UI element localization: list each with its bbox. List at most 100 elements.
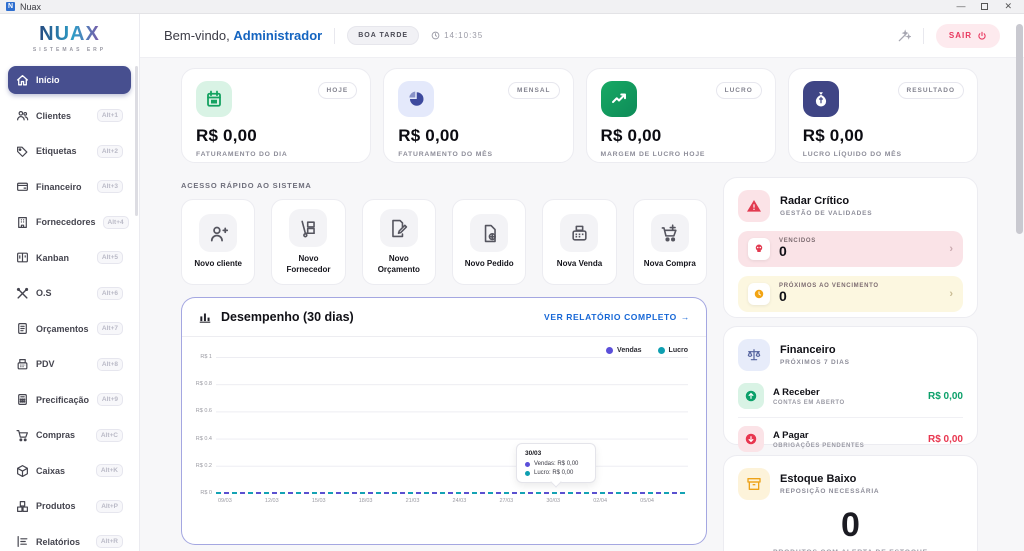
quick-novo-fornecedor-button[interactable]: Novo Fornecedor xyxy=(271,199,346,285)
tooltip-text: Lucro: R$ 0,00 xyxy=(534,470,574,476)
sidebar-item-financeiro[interactable]: Financeiro Alt+3 xyxy=(8,173,131,201)
quick-label: Novo Pedido xyxy=(464,259,514,269)
logo-text: NUAX xyxy=(39,22,100,45)
window-scrollbar[interactable] xyxy=(1016,24,1023,234)
sidebar-item-label: Financeiro xyxy=(36,181,82,192)
building-icon xyxy=(16,216,29,229)
close-button[interactable]: ✕ xyxy=(1004,1,1012,11)
sidebar-item-orcamentos[interactable]: Orçamentos Alt+7 xyxy=(8,315,131,343)
warning-triangle-icon xyxy=(738,190,770,222)
stat-value: R$ 0,00 xyxy=(196,126,257,145)
stat-badge: LUCRO xyxy=(715,82,762,99)
tooltip-row: Vendas: R$ 0,00 xyxy=(525,461,587,467)
estoque-baixo-card: Estoque Baixo REPOSIÇÃO NECESSÁRIA 0 PRO… xyxy=(723,455,978,551)
stat-card-lucro-liquido: RESULTADO R$ 0,00 LUCRO LÍQUIDO DO MÊS xyxy=(787,68,978,163)
window-titlebar: N Nuax — ✕ xyxy=(0,0,1024,14)
tags-icon xyxy=(16,145,29,158)
sidebar-scrollbar[interactable] xyxy=(135,66,138,216)
pos-terminal-icon xyxy=(16,358,29,371)
document-pen-icon xyxy=(379,209,418,248)
sidebar-item-label: Compras xyxy=(36,430,76,440)
magic-wand-icon[interactable] xyxy=(897,28,911,43)
sidebar-item-compras[interactable]: Compras Alt+C xyxy=(8,421,131,449)
logo-subtitle: SISTEMAS ERP xyxy=(32,46,107,53)
quick-novo-orcamento-button[interactable]: Novo Orçamento xyxy=(361,199,436,285)
trending-up-icon xyxy=(600,81,637,117)
quick-nova-compra-button[interactable]: Nova Compra xyxy=(632,199,707,285)
sidebar-item-produtos[interactable]: Produtos Alt+P xyxy=(8,492,131,520)
y-tick: R$ 0.8 xyxy=(195,381,212,388)
x-tick: 02/04 xyxy=(593,498,608,504)
x-axis: 09/03 12/03 15/03 18/03 21/03 24/03 27/0… xyxy=(216,493,688,504)
sidebar-item-os[interactable]: O.S Alt+6 xyxy=(8,279,131,307)
quick-access-title: ACESSO RÁPIDO AO SISTEMA xyxy=(181,181,312,190)
shortcut-badge: Alt+7 xyxy=(96,322,123,335)
sidebar-item-fornecedores[interactable]: Fornecedores Alt+4 xyxy=(8,208,131,236)
sidebar-item-etiquetas[interactable]: Etiquetas Alt+2 xyxy=(8,137,131,165)
quick-label: Novo cliente xyxy=(194,259,242,269)
sidebar-item-caixas[interactable]: Caixas Alt+K xyxy=(8,457,131,485)
performance-chart-card: Desempenho (30 dias) VER RELATÓRIO COMPL… xyxy=(181,297,707,545)
fin-row-value: R$ 0,00 xyxy=(927,390,963,402)
x-tick: 09/03 xyxy=(218,498,232,504)
sidebar-item-inicio[interactable]: Início xyxy=(8,66,131,94)
maximize-button[interactable] xyxy=(981,3,989,10)
alert-value: 0 xyxy=(779,288,787,305)
panel-subtitle: GESTÃO DE VALIDADES xyxy=(780,210,873,217)
full-report-link[interactable]: VER RELATÓRIO COMPLETO → xyxy=(544,312,690,322)
shortcut-badge: Alt+8 xyxy=(96,357,123,371)
sidebar-item-label: Etiquetas xyxy=(36,146,77,156)
logout-label: SAIR xyxy=(948,31,972,40)
legend-label: Lucro xyxy=(668,347,688,354)
logout-button[interactable]: SAIR xyxy=(935,23,1000,48)
fin-row-title: A Pagar xyxy=(773,429,809,441)
clock-alert-icon xyxy=(748,283,770,305)
stock-caption: PRODUTOS COM ALERTA DE ESTOQUE xyxy=(738,549,963,551)
lucro-dot-icon xyxy=(525,470,530,476)
quick-novo-cliente-button[interactable]: Novo cliente xyxy=(181,199,256,285)
proximos-vencimento-row[interactable]: PRÓXIMOS AO VENCIMENTO 0 › xyxy=(738,276,963,312)
sidebar-item-relatorios[interactable]: Relatórios Alt+R xyxy=(8,528,131,551)
panel-subtitle: REPOSIÇÃO NECESSÁRIA xyxy=(780,488,880,495)
users-icon xyxy=(16,109,29,122)
x-tick: 27/03 xyxy=(499,498,514,504)
vencidos-row[interactable]: VENCIDOS 0 › xyxy=(738,231,963,267)
arrow-right-icon: → xyxy=(680,312,690,322)
chevron-right-icon: › xyxy=(949,243,953,255)
divider xyxy=(182,336,706,337)
x-tick: 21/03 xyxy=(405,498,420,504)
stock-box-icon xyxy=(738,468,770,500)
stat-value: R$ 0,00 xyxy=(398,126,460,145)
alert-value: 0 xyxy=(779,243,787,260)
shortcut-badge: Alt+K xyxy=(95,464,123,477)
sidebar-item-precificacao[interactable]: Precificação Alt+9 xyxy=(8,386,131,414)
sidebar-item-pdv[interactable]: PDV Alt+8 xyxy=(8,350,131,378)
stat-badge: HOJE xyxy=(317,82,358,99)
legend-lucro[interactable]: Lucro xyxy=(657,347,688,354)
time-text: 14:10:35 xyxy=(444,31,484,40)
shortcut-badge: Alt+3 xyxy=(96,180,123,193)
home-icon xyxy=(16,74,29,87)
stat-card-margem-lucro: LUCRO R$ 0,00 MARGEM DE LUCRO HOJE xyxy=(585,68,776,163)
legend-label: Vendas xyxy=(617,347,642,354)
arrow-up-circle-icon xyxy=(738,383,764,409)
x-tick: 30/03 xyxy=(546,498,561,504)
cart-plus-icon xyxy=(650,214,689,253)
stat-label: MARGEM DE LUCRO HOJE xyxy=(600,151,706,158)
alert-label: PRÓXIMOS AO VENCIMENTO xyxy=(779,283,879,290)
shortcut-badge: Alt+4 xyxy=(102,215,129,229)
legend-vendas[interactable]: Vendas xyxy=(606,347,642,354)
quick-nova-venda-button[interactable]: Nova Venda xyxy=(542,199,617,285)
quick-novo-pedido-button[interactable]: Novo Pedido xyxy=(451,199,527,285)
shortcut-badge: Alt+C xyxy=(95,428,123,442)
y-tick: R$ 0.6 xyxy=(195,408,212,415)
financeiro-card: Financeiro PRÓXIMOS 7 DIAS A Receber CON… xyxy=(723,326,978,452)
chart-title: Desempenho (30 dias) xyxy=(221,310,354,324)
sidebar-item-clientes[interactable]: Clientes Alt+1 xyxy=(8,102,131,130)
minimize-button[interactable]: — xyxy=(956,1,966,11)
welcome-label: Bem-vindo, xyxy=(164,28,230,43)
clock-icon xyxy=(431,31,440,40)
sidebar-item-label: Orçamentos xyxy=(36,323,89,334)
sidebar-item-kanban[interactable]: Kanban Alt+5 xyxy=(8,244,131,272)
calendar-icon xyxy=(196,81,232,117)
